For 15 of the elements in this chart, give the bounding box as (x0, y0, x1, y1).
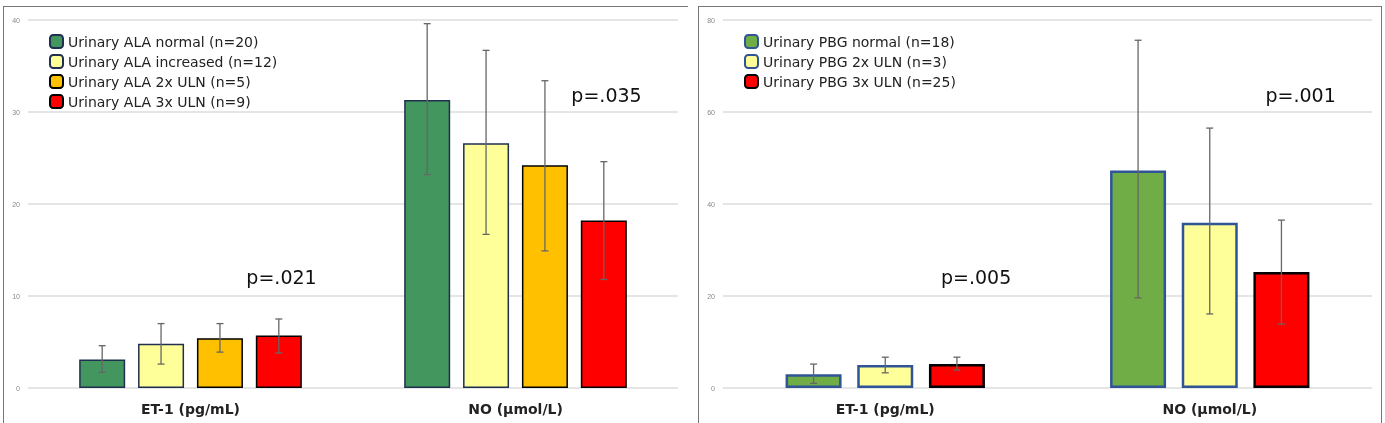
x-tick-label: NO (µmol/L) (468, 401, 563, 417)
legend-label: Urinary PBG 2x ULN (n=3) (762, 53, 947, 70)
annotation: p=.035 (571, 84, 642, 106)
legend-label: Urinary PBG normal (n=18) (762, 33, 955, 50)
annotation: p=.001 (1264, 84, 1336, 106)
x-tick-label: ET-1 (pg/mL) (835, 401, 935, 417)
annotation: p=.021 (246, 266, 317, 288)
legend-label: Urinary ALA normal (n=20) (68, 33, 259, 50)
legend-label: Urinary ALA 2x ULN (n=5) (68, 73, 251, 90)
legend-label: Urinary ALA increased (n=12) (68, 53, 278, 70)
x-tick-label: ET-1 (pg/mL) (141, 401, 240, 417)
legend-label: Urinary ALA 3x ULN (n=9) (68, 93, 251, 110)
x-tick-label: NO (µmol/L) (1161, 401, 1257, 417)
legend-label: Urinary PBG 3x ULN (n=25) (762, 73, 956, 90)
annotation: p=.005 (940, 266, 1011, 288)
